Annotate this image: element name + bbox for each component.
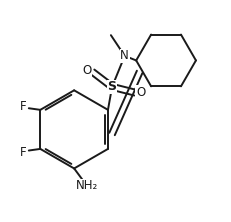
- Text: O: O: [82, 64, 91, 77]
- Text: N: N: [120, 49, 129, 62]
- Text: F: F: [20, 100, 26, 113]
- Text: O: O: [136, 86, 145, 99]
- Text: NH₂: NH₂: [76, 179, 98, 192]
- Text: S: S: [108, 80, 117, 93]
- Text: F: F: [20, 146, 26, 159]
